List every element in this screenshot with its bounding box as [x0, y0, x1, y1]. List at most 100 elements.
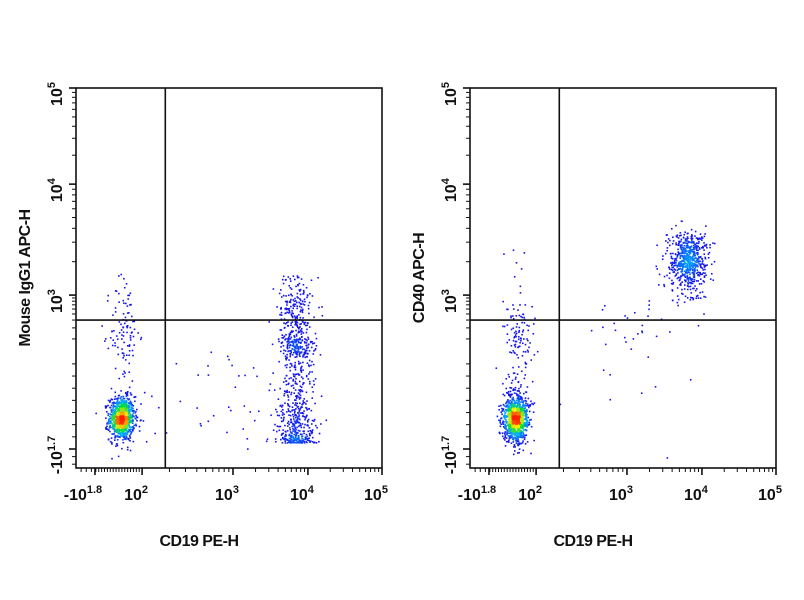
event-dot: [648, 304, 650, 306]
event-dot: [114, 391, 117, 394]
event-dot: [294, 350, 296, 353]
event-dot: [517, 440, 520, 443]
event-dot: [509, 426, 512, 428]
event-dot: [297, 436, 300, 439]
event-dot: [690, 228, 693, 231]
event-dot: [526, 420, 529, 422]
event-dot: [684, 247, 687, 250]
event-dot: [678, 268, 681, 270]
event-dot: [302, 356, 304, 358]
event-dot: [519, 410, 522, 413]
y-tick-label: 105: [440, 82, 460, 106]
event-dot: [299, 298, 301, 300]
event-dot: [133, 410, 136, 412]
event-dot: [107, 420, 110, 423]
event-dot: [506, 430, 509, 432]
event-dot: [666, 234, 668, 236]
event-dot: [656, 244, 658, 247]
event-dot: [504, 445, 507, 447]
event-dot: [295, 339, 298, 341]
event-dot: [299, 362, 302, 364]
event-dot: [507, 403, 509, 406]
event-dot: [704, 233, 706, 235]
event-dot: [121, 408, 124, 410]
event-dot: [298, 338, 300, 341]
event-dot: [115, 408, 118, 410]
event-dot: [121, 422, 124, 424]
event-dot: [528, 346, 530, 349]
event-dot: [291, 294, 293, 297]
event-dot: [288, 405, 291, 408]
event-dot: [682, 257, 685, 260]
event-dot: [702, 280, 705, 282]
event-dot: [523, 425, 525, 428]
event-dot: [690, 239, 693, 241]
event-dot: [519, 425, 522, 428]
event-dot: [668, 277, 671, 280]
event-dot: [300, 278, 303, 280]
event-dot: [520, 268, 523, 270]
event-dot: [521, 426, 524, 428]
event-dot: [498, 405, 500, 408]
event-dot: [674, 275, 677, 277]
event-dot: [126, 331, 128, 334]
event-dot: [115, 428, 118, 431]
event-dot: [515, 408, 517, 410]
event-dot: [113, 439, 116, 441]
x-tick-label: -101.8: [64, 484, 102, 504]
event-dot: [510, 417, 512, 420]
event-dot: [519, 433, 522, 436]
event-dot: [508, 400, 510, 403]
event-dot: [525, 422, 527, 425]
event-dot: [114, 410, 117, 412]
event-dot: [136, 416, 139, 419]
event-dot: [517, 401, 520, 403]
event-dot: [514, 352, 516, 355]
event-dot: [307, 430, 310, 433]
event-dot: [517, 356, 520, 359]
event-dot: [119, 424, 121, 427]
event-dot: [122, 326, 124, 328]
event-dot: [128, 402, 131, 404]
event-dot: [303, 442, 306, 444]
event-dot: [681, 254, 684, 257]
event-dot: [526, 349, 529, 352]
event-dot: [312, 380, 315, 382]
event-dot: [130, 431, 133, 433]
event-dot: [706, 246, 708, 249]
event-dot: [298, 439, 301, 442]
event-dot: [513, 423, 516, 426]
event-dot: [514, 386, 517, 389]
event-dot: [107, 422, 110, 425]
event-dot: [305, 331, 308, 334]
event-dot: [134, 417, 136, 420]
event-dot: [286, 347, 289, 350]
event-dot: [640, 392, 643, 395]
event-dot: [509, 393, 512, 396]
event-dot: [111, 415, 113, 418]
event-dot: [296, 315, 299, 317]
event-dot: [305, 286, 308, 289]
event-dot: [125, 411, 127, 414]
event-dot: [293, 300, 296, 303]
event-dot: [313, 350, 315, 352]
event-dot: [295, 431, 297, 434]
tick-base: 10: [49, 184, 66, 202]
event-dot: [298, 389, 300, 391]
event-dot: [131, 414, 134, 416]
event-dot: [672, 252, 674, 255]
event-dot: [305, 438, 307, 440]
event-dot: [284, 424, 286, 427]
event-dot: [293, 433, 295, 436]
event-dot: [518, 387, 520, 390]
event-dot: [688, 252, 691, 255]
event-dot: [293, 338, 296, 341]
event-dot: [294, 373, 297, 376]
event-dot: [295, 285, 297, 288]
event-dot: [126, 404, 128, 406]
event-dot: [200, 424, 202, 427]
event-dot: [106, 425, 108, 428]
event-dot: [508, 437, 511, 439]
event-dot: [304, 300, 306, 303]
